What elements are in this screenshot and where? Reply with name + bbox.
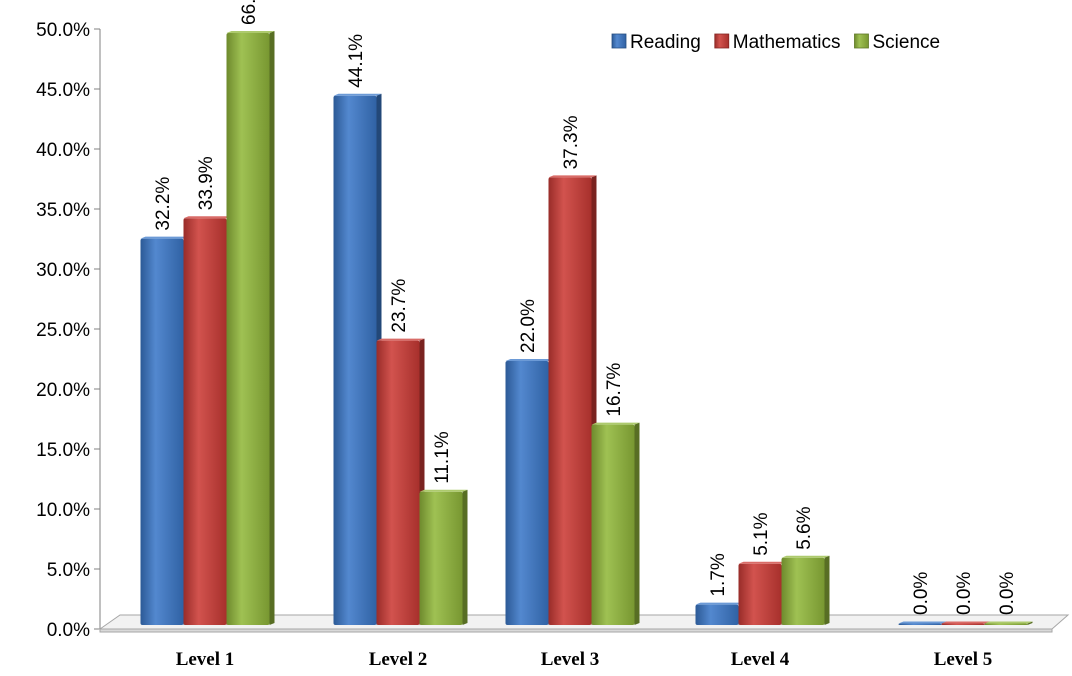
data-label: 1.7% bbox=[708, 553, 729, 596]
legend-item-science: Science bbox=[854, 32, 940, 53]
legend-label: Reading bbox=[630, 32, 701, 53]
axes: 0.0% 5.0% 10.0% 15.0% 20.0% 25.0% 30.0% 35.0% 40… bbox=[36, 20, 992, 670]
y-tick-label: 45.0% bbox=[36, 80, 90, 101]
x-tick-label: Level 1 bbox=[176, 649, 235, 670]
bar-reading-level-1 bbox=[140, 236, 189, 625]
legend-swatch-mathematics bbox=[714, 33, 730, 49]
y-tick-label: 5.0% bbox=[47, 560, 90, 581]
y-tick-label: 0.0% bbox=[47, 620, 90, 641]
x-tick-label: Level 3 bbox=[541, 649, 600, 670]
bar-reading-level-4 bbox=[695, 602, 744, 625]
bar-mathematics-level-2 bbox=[376, 338, 425, 625]
bar-science-level-5 bbox=[984, 621, 1033, 625]
y-tick-label: 25.0% bbox=[36, 320, 90, 341]
legend-label: Science bbox=[872, 32, 940, 53]
data-label: 0.0% bbox=[997, 572, 1018, 615]
data-label: 44.1% bbox=[346, 34, 367, 88]
legend-item-mathematics: Mathematics bbox=[714, 32, 841, 53]
data-label: 23.7% bbox=[389, 279, 410, 333]
bar-science-level-1 bbox=[226, 31, 275, 625]
data-label: 0.0% bbox=[954, 572, 975, 615]
bar-mathematics-level-1 bbox=[183, 216, 232, 625]
bar-reading-level-5 bbox=[898, 621, 947, 625]
data-label: 16.7% bbox=[604, 363, 625, 417]
y-tick-label: 10.0% bbox=[36, 500, 90, 521]
legend-item-reading: Reading bbox=[611, 32, 701, 53]
y-tick-label: 40.0% bbox=[36, 140, 90, 161]
data-labels: 32.2% 33.9% 66.7% 44.1% 23.7% 11.1% 22.0% 37.3%… bbox=[153, 0, 1018, 615]
x-tick-label: Level 4 bbox=[731, 649, 790, 670]
data-label: 32.2% bbox=[153, 177, 174, 231]
y-tick-label: 15.0% bbox=[36, 440, 90, 461]
bar-mathematics-level-4 bbox=[738, 561, 787, 625]
y-tick-label: 20.0% bbox=[36, 380, 90, 401]
x-tick-label: Level 2 bbox=[369, 649, 428, 670]
legend-swatch-reading bbox=[611, 33, 627, 49]
data-label: 5.1% bbox=[751, 512, 772, 555]
x-tick-label: Level 5 bbox=[934, 649, 993, 670]
chart-floor-front bbox=[99, 628, 1053, 633]
data-label: 22.0% bbox=[518, 299, 539, 353]
bar-science-level-2 bbox=[419, 489, 468, 625]
legend: Reading Mathematics Science bbox=[611, 32, 940, 53]
bar-science-level-3 bbox=[591, 422, 640, 625]
data-label: 0.0% bbox=[911, 572, 932, 615]
bar-mathematics-level-5 bbox=[941, 621, 990, 625]
bar-mathematics-level-3 bbox=[548, 175, 597, 625]
y-tick-label: 30.0% bbox=[36, 260, 90, 281]
bars bbox=[140, 31, 1033, 626]
y-tick-label: 50.0% bbox=[36, 20, 90, 41]
legend-swatch-science bbox=[854, 33, 869, 49]
y-tick-label: 35.0% bbox=[36, 200, 90, 221]
bar-reading-level-3 bbox=[505, 359, 554, 625]
legend-label: Mathematics bbox=[733, 32, 841, 53]
data-label: 37.3% bbox=[561, 115, 582, 169]
bar-reading-level-2 bbox=[333, 93, 382, 626]
data-label: 66.7% bbox=[239, 0, 260, 25]
data-label: 11.1% bbox=[432, 431, 453, 484]
data-label: 5.6% bbox=[794, 506, 815, 549]
bar-science-level-4 bbox=[781, 555, 830, 625]
data-label: 33.9% bbox=[196, 156, 217, 210]
